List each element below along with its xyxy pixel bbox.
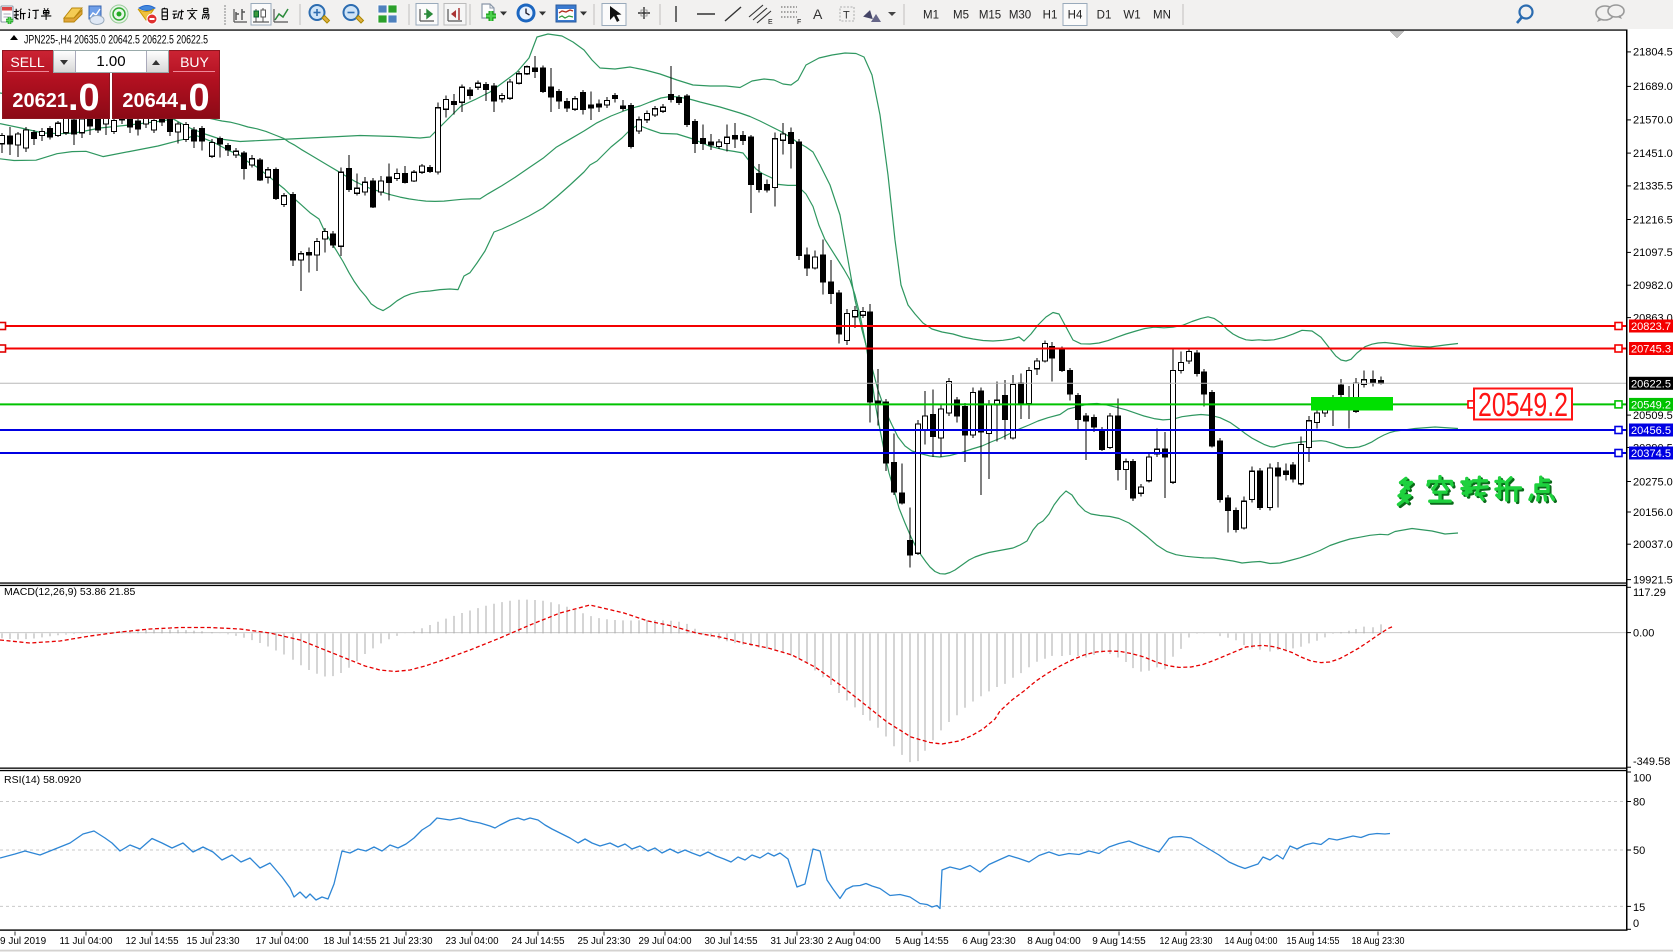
svg-text:11 Jul 04:00: 11 Jul 04:00 xyxy=(60,936,113,947)
svg-text:12 Aug 23:30: 12 Aug 23:30 xyxy=(1160,936,1213,947)
svg-text:14 Aug 04:00: 14 Aug 04:00 xyxy=(1225,936,1278,947)
svg-text:H4: H4 xyxy=(1068,10,1083,22)
svg-text:29 Jul 04:00: 29 Jul 04:00 xyxy=(639,936,692,947)
svg-text:21 Jul 23:30: 21 Jul 23:30 xyxy=(380,936,433,947)
svg-text:2 Aug 04:00: 2 Aug 04:00 xyxy=(827,936,881,947)
svg-text:12 Jul 14:55: 12 Jul 14:55 xyxy=(126,936,179,947)
svg-text:20745.3: 20745.3 xyxy=(1631,344,1671,356)
svg-text:21451.0: 21451.0 xyxy=(1633,148,1673,160)
svg-text:20549.2: 20549.2 xyxy=(1478,386,1568,423)
svg-text:25 Jul 23:30: 25 Jul 23:30 xyxy=(578,936,631,947)
svg-text:JPN225-,H4 20635.0 20642.5 20: JPN225-,H4 20635.0 20642.5 20622.5 20622… xyxy=(24,35,208,47)
svg-text:18 Aug 23:30: 18 Aug 23:30 xyxy=(1352,936,1405,947)
svg-text:80: 80 xyxy=(1633,796,1645,808)
svg-text:20456.5: 20456.5 xyxy=(1631,425,1671,437)
svg-text:15: 15 xyxy=(1633,902,1645,914)
svg-text:21689.0: 21689.0 xyxy=(1633,81,1673,93)
svg-text:20549.2: 20549.2 xyxy=(1631,399,1671,411)
svg-text:23 Jul 04:00: 23 Jul 04:00 xyxy=(446,936,499,947)
svg-text:M5: M5 xyxy=(953,10,969,22)
svg-text:M30: M30 xyxy=(1009,10,1031,22)
svg-text:9 Jul 2019: 9 Jul 2019 xyxy=(0,936,47,947)
svg-text:20374.5: 20374.5 xyxy=(1631,448,1671,460)
svg-text:W1: W1 xyxy=(1123,10,1140,22)
svg-text:-349.58: -349.58 xyxy=(1633,756,1670,768)
svg-text:MN: MN xyxy=(1153,10,1171,22)
svg-text:9 Aug 14:55: 9 Aug 14:55 xyxy=(1092,936,1146,947)
svg-text:50: 50 xyxy=(1633,845,1645,857)
svg-text:20982.0: 20982.0 xyxy=(1633,280,1673,292)
svg-text:20275.0: 20275.0 xyxy=(1633,476,1673,488)
svg-text:F: F xyxy=(797,19,801,26)
svg-text:D1: D1 xyxy=(1097,10,1112,22)
svg-text:21335.5: 21335.5 xyxy=(1633,181,1673,193)
svg-text:24 Jul 14:55: 24 Jul 14:55 xyxy=(512,936,565,947)
svg-text:20037.0: 20037.0 xyxy=(1633,539,1673,551)
svg-text:0: 0 xyxy=(1633,918,1639,930)
svg-text:21216.5: 21216.5 xyxy=(1633,214,1673,226)
svg-text:H1: H1 xyxy=(1043,10,1058,22)
svg-text:20823.7: 20823.7 xyxy=(1631,321,1671,333)
svg-text:21570.0: 21570.0 xyxy=(1633,115,1673,127)
svg-text:31 Jul 23:30: 31 Jul 23:30 xyxy=(771,936,824,947)
svg-text:19921.5: 19921.5 xyxy=(1633,574,1673,586)
svg-text:18 Jul 14:55: 18 Jul 14:55 xyxy=(324,936,377,947)
svg-text:21804.5: 21804.5 xyxy=(1633,47,1673,59)
svg-text:A: A xyxy=(813,6,823,22)
svg-text:RSI(14) 58.0920: RSI(14) 58.0920 xyxy=(4,774,81,786)
svg-text:20622.5: 20622.5 xyxy=(1631,378,1671,390)
svg-text:5 Aug 14:55: 5 Aug 14:55 xyxy=(895,936,949,947)
svg-text:0.00: 0.00 xyxy=(1633,627,1654,639)
svg-text:30 Jul 14:55: 30 Jul 14:55 xyxy=(705,936,758,947)
svg-text:20156.0: 20156.0 xyxy=(1633,507,1673,519)
svg-text:20509.5: 20509.5 xyxy=(1633,410,1673,422)
svg-text:117.29: 117.29 xyxy=(1633,587,1666,599)
svg-text:M1: M1 xyxy=(923,10,939,22)
svg-text:M15: M15 xyxy=(979,10,1001,22)
svg-text:100: 100 xyxy=(1633,773,1651,785)
svg-text:E: E xyxy=(768,19,773,26)
svg-text:MACD(12,26,9) 53.86 21.85: MACD(12,26,9) 53.86 21.85 xyxy=(4,586,135,598)
svg-text:21097.5: 21097.5 xyxy=(1633,247,1673,259)
svg-text:T: T xyxy=(843,10,850,22)
svg-text:8 Aug 04:00: 8 Aug 04:00 xyxy=(1027,936,1081,947)
svg-text:17 Jul 04:00: 17 Jul 04:00 xyxy=(256,936,309,947)
svg-text:15 Jul 23:30: 15 Jul 23:30 xyxy=(187,936,240,947)
svg-text:6 Aug 23:30: 6 Aug 23:30 xyxy=(962,936,1016,947)
svg-text:15 Aug 14:55: 15 Aug 14:55 xyxy=(1287,936,1340,947)
